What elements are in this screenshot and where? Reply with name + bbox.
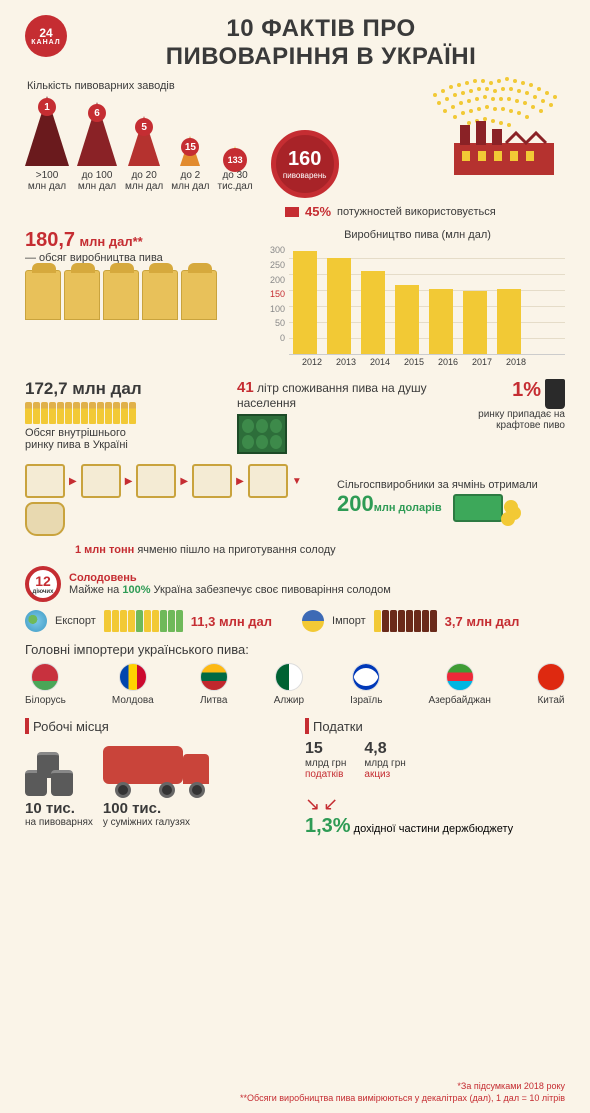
chart-bar	[429, 289, 453, 354]
brewery-size-triangles: 1>100 млн дал6до 100 млн дал5до 20 млн д…	[25, 96, 253, 192]
chart-bar	[497, 289, 521, 354]
importer-flag: Білорусь	[25, 663, 66, 706]
factory-icon	[450, 115, 560, 179]
logo-sub: КАНАЛ	[31, 39, 60, 46]
brewery-triangle: 133до 30 тис.дал	[218, 146, 253, 192]
importer-flag: Молдова	[112, 663, 154, 706]
logo-number: 24	[39, 27, 52, 39]
chart-bar	[327, 258, 351, 354]
chart-y-axis: 300250200150100500	[270, 245, 285, 355]
glass-icon	[545, 379, 565, 409]
barley-row: ▶ ▶ ▶ ▶ ▼ Сільгоспвиробники за ячмінь от…	[25, 464, 565, 536]
barley-tons: 1 млн тонн ячменю пішло на приготування …	[75, 544, 565, 556]
brewery-triangle: 5до 20 млн дал	[125, 116, 163, 192]
trade-row: Експорт 11,3 млн дал Імпорт 3,7 млн дал	[25, 610, 565, 632]
malt-row: 12 діючих Солодовень Майже на 100% Украї…	[25, 566, 565, 602]
importer-flag: Литва	[200, 663, 228, 706]
brewery-triangle: 1>100 млн дал	[25, 96, 69, 192]
brewing-process-icon: ▶ ▶ ▶ ▶ ▼	[25, 464, 325, 536]
bottles-icon	[25, 402, 225, 424]
channel-logo: 24 КАНАЛ	[25, 15, 67, 57]
production-volume: 180,7 млн дал** — обсяг виробництва пива	[25, 229, 255, 367]
chart-x-axis: 2012201320142015201620172018	[270, 357, 565, 367]
taxes-column: Податки 15млрд грнподатків 4,8млрд грнак…	[305, 718, 565, 838]
importer-flag: Азербайджан	[428, 663, 491, 706]
chart-bars	[289, 245, 565, 355]
brewing-equipment-icon	[25, 270, 255, 320]
truck-icon	[103, 740, 213, 796]
barley-farmers: Сільгоспвиробники за ячмінь отримали 200…	[337, 479, 565, 522]
chart-bar	[293, 251, 317, 355]
import-icon	[302, 610, 324, 632]
import-bottles-icon	[374, 610, 437, 632]
money-icon	[453, 494, 503, 522]
production-row: 180,7 млн дал** — обсяг виробництва пива…	[25, 229, 565, 367]
jobs-column: Робочі місця 10 тис.на пивоварнях 100	[25, 718, 285, 838]
header: 24 КАНАЛ 10 ФАКТІВ ПРО ПИВОВАРІННЯ В УКР…	[25, 15, 565, 70]
importer-flag: Ізраїль	[350, 663, 382, 706]
page-title: 10 ФАКТІВ ПРО ПИВОВАРІННЯ В УКРАЇНІ	[77, 15, 565, 70]
importer-flag: Алжир	[274, 663, 304, 706]
brewery-triangle: 15до 2 млн дал	[171, 136, 209, 192]
malt-count-badge: 12 діючих	[25, 566, 61, 602]
flag-icon	[285, 207, 299, 217]
market-row: 172,7 млн дал Обсяг внутрішнього ринку п…	[25, 379, 565, 454]
chart-bar	[463, 291, 487, 355]
brewery-triangle: 6до 100 млн дал	[77, 102, 117, 192]
chart-bar	[395, 285, 419, 354]
importer-flags: Білорусь Молдова Литва Алжир Ізраїль Азербайд…	[25, 663, 565, 706]
craft-share: 1% ринку припадає на крафтове пиво	[455, 379, 565, 454]
globe-icon	[25, 610, 47, 632]
total-breweries-badge: 160 пивоварень	[271, 130, 339, 198]
export-bottles-icon	[104, 610, 183, 632]
chart-bar	[361, 271, 385, 355]
domestic-market: 172,7 млн дал Обсяг внутрішнього ринку п…	[25, 379, 225, 454]
importers-heading: Головні імпортери українського пива:	[25, 642, 565, 657]
crate-icon	[237, 414, 287, 454]
footnotes: *За підсумками 2018 року **Обсяги виробн…	[240, 1080, 565, 1105]
barrels-worker-icon	[25, 746, 85, 796]
capacity-line: 45% потужностей використовується	[285, 204, 565, 219]
jobs-taxes-row: Робочі місця 10 тис.на пивоварнях 100	[25, 718, 565, 838]
budget-share: ↘ ↙ 1,3% дохідної частини держбюджету	[305, 794, 565, 838]
production-bar-chart: Виробництво пива (млн дал) 3002502001501…	[270, 229, 565, 367]
per-capita: 41 літр споживання пива на душу населенн…	[237, 379, 443, 454]
importer-flag: Китай	[537, 663, 565, 706]
infographic-page: 24 КАНАЛ 10 ФАКТІВ ПРО ПИВОВАРІННЯ В УКР…	[0, 0, 590, 1113]
